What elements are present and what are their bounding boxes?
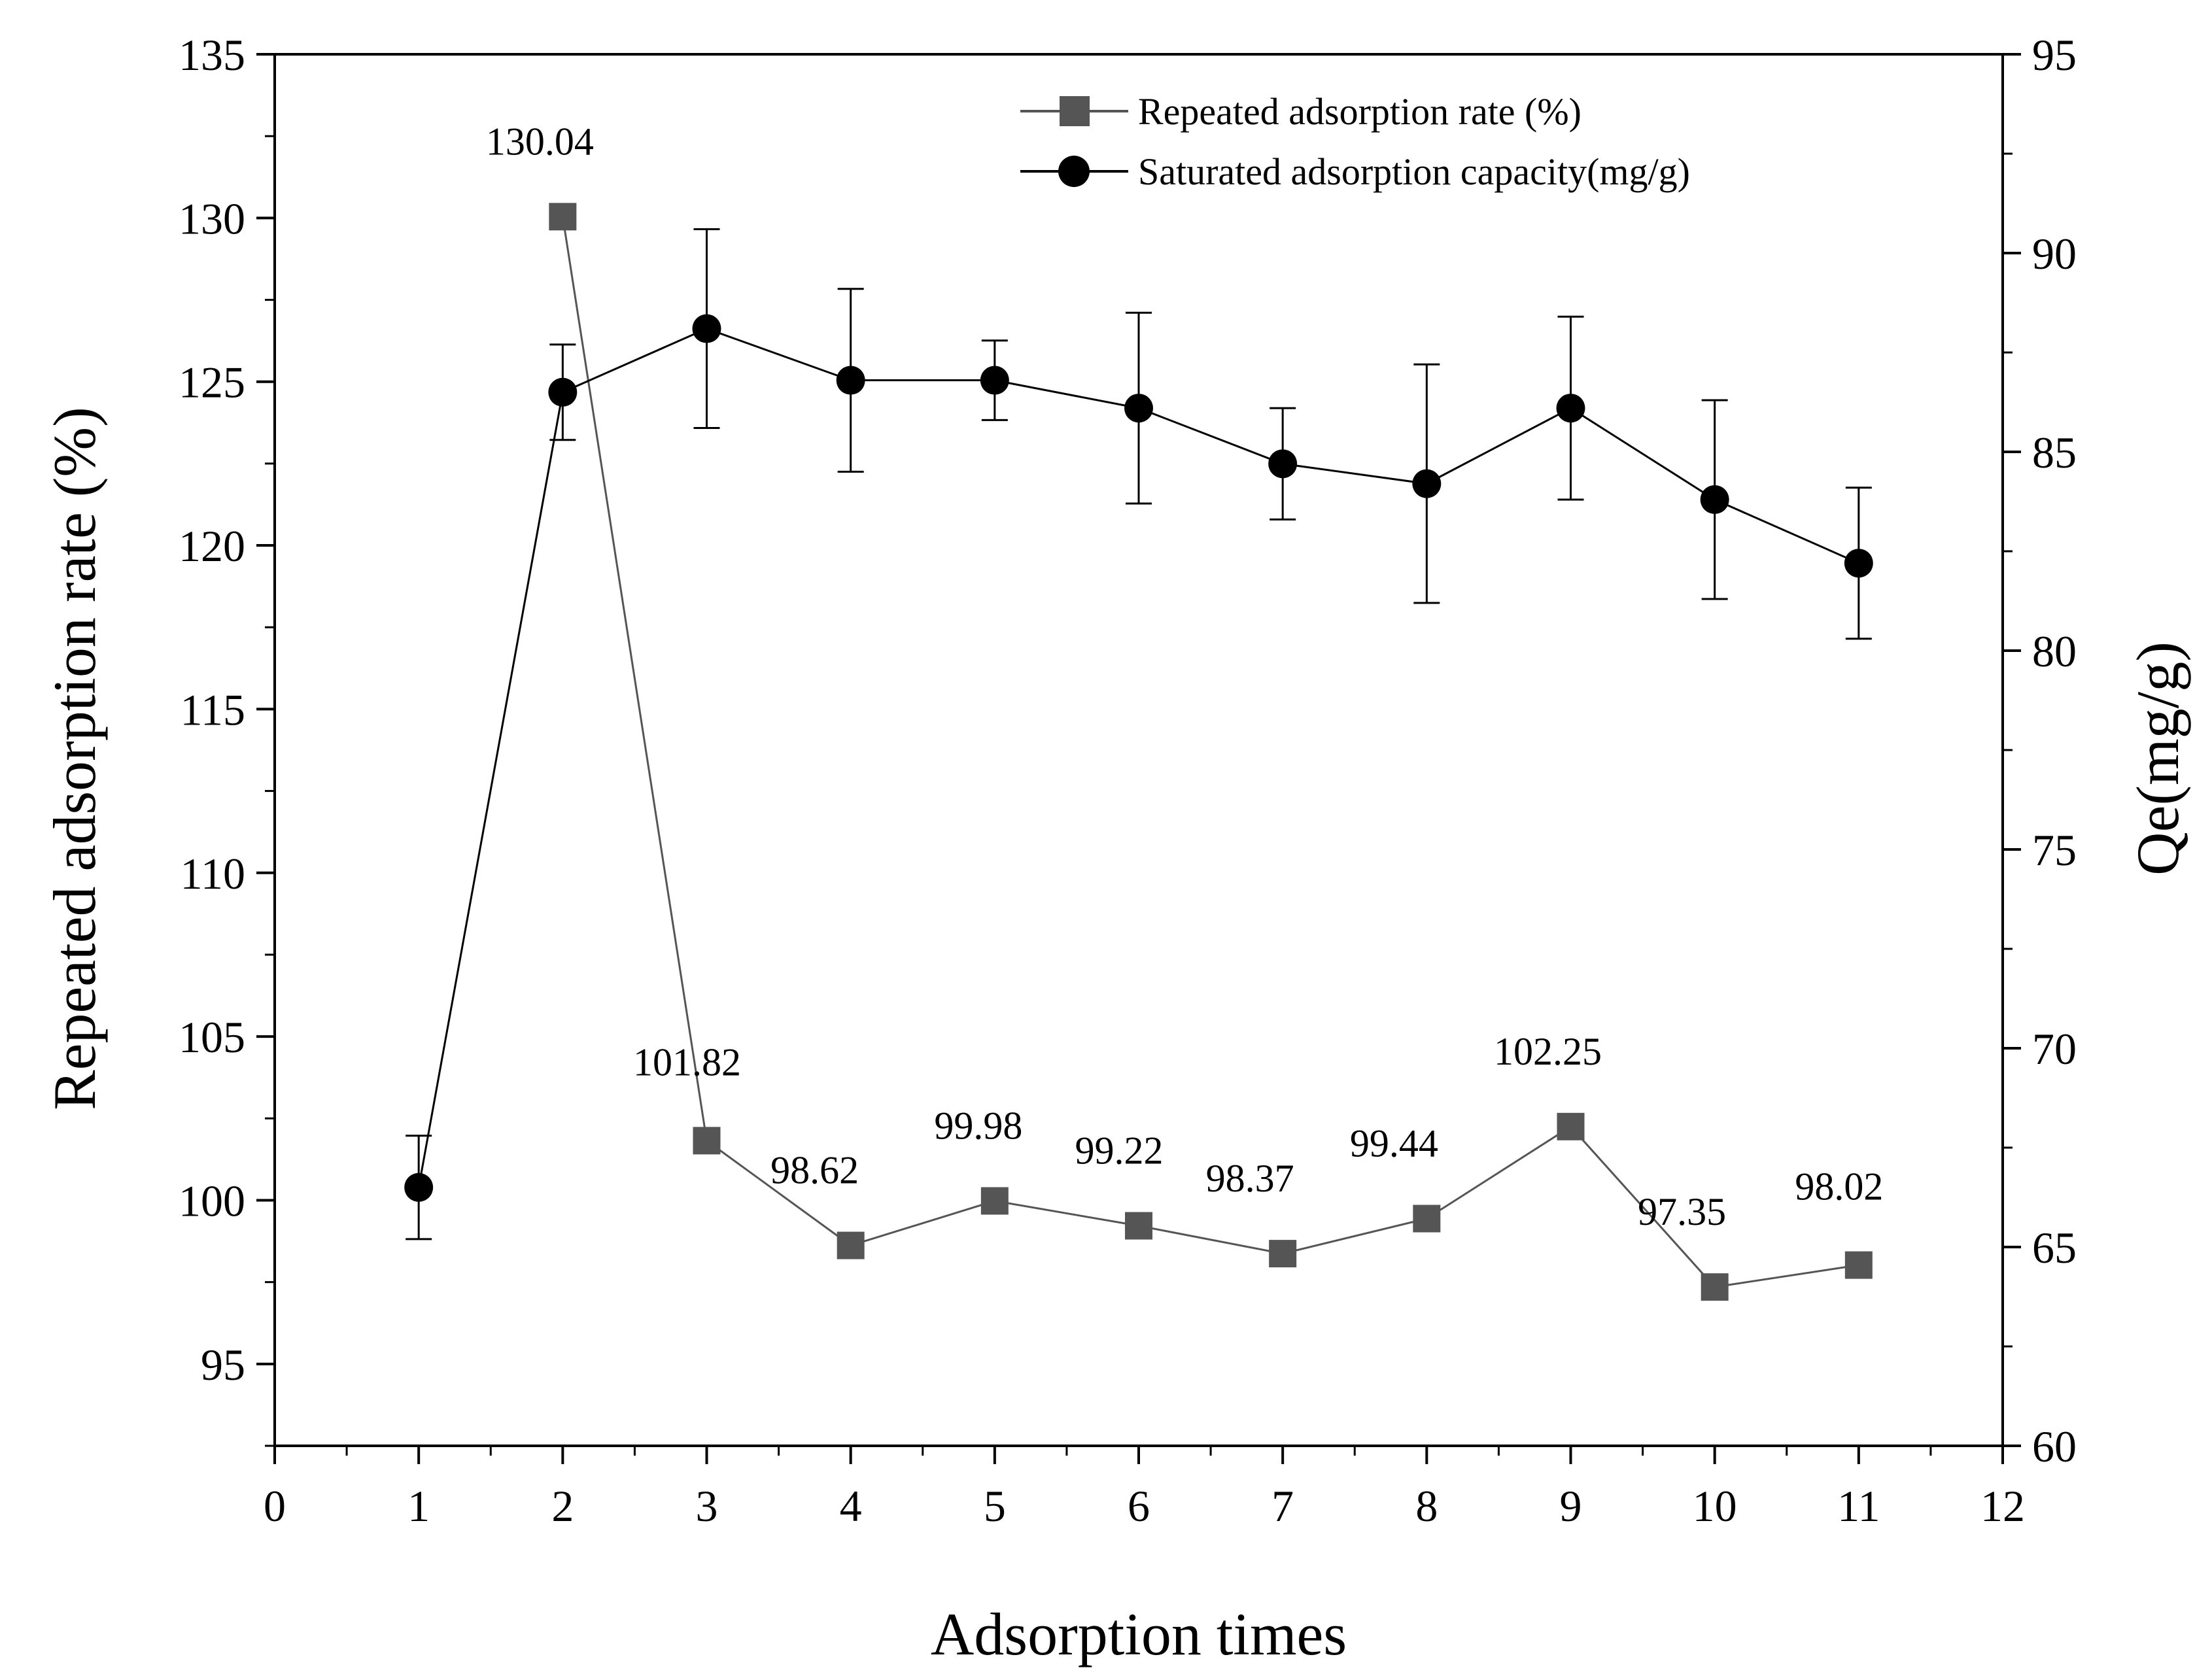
- rate-data-label: 98.37: [1206, 1157, 1294, 1200]
- x-tick-label: 8: [1415, 1481, 1438, 1531]
- rate-data-label: 101.82: [633, 1040, 741, 1084]
- data-labels: 130.04 101.82 98.62 99.98 99.22 98.37 99.44 102…: [486, 120, 1883, 1233]
- rate-point: [549, 203, 577, 231]
- x-axis: 0 1 2 3 4 5 6 7 8 9 10 11 12: [264, 1446, 2025, 1531]
- right-y-tick-label: 60: [2032, 1422, 2077, 1471]
- left-y-tick-label: 115: [181, 685, 245, 734]
- capacity-point: [980, 366, 1009, 395]
- left-y-tick-label: 125: [179, 358, 245, 407]
- rate-point: [1125, 1212, 1152, 1240]
- capacity-point: [836, 366, 865, 395]
- right-y-tick-label: 65: [2032, 1223, 2077, 1273]
- legend-marker-square: [1060, 96, 1090, 126]
- series-saturated-adsorption-capacity: [404, 228, 1873, 1240]
- capacity-point: [1124, 394, 1153, 423]
- capacity-point: [1556, 394, 1585, 423]
- x-tick-label: 12: [1980, 1481, 2025, 1531]
- right-y-tick-label: 85: [2032, 428, 2077, 477]
- x-tick-label: 5: [984, 1481, 1006, 1531]
- rate-point: [980, 1187, 1009, 1215]
- rate-data-label: 98.02: [1795, 1165, 1883, 1208]
- rate-data-label: 99.22: [1075, 1129, 1164, 1172]
- rate-point: [1269, 1240, 1297, 1268]
- legend: Repeated adsorption rate (%) Saturated a…: [1020, 90, 1690, 193]
- right-y-axis: 60 65 70 75 80 85 90 95: [2003, 30, 2077, 1471]
- left-y-tick-label: 130: [179, 194, 245, 243]
- x-tick-label: 0: [264, 1481, 286, 1531]
- rate-point: [837, 1231, 865, 1259]
- x-tick-label: 3: [696, 1481, 718, 1531]
- legend-marker-circle: [1058, 156, 1090, 187]
- capacity-point: [1844, 549, 1873, 578]
- rate-data-label: 130.04: [486, 120, 594, 163]
- left-y-tick-label: 120: [179, 521, 245, 571]
- x-tick-label: 4: [840, 1481, 862, 1531]
- series-repeated-adsorption-rate: [549, 203, 1873, 1301]
- rate-data-label: 99.44: [1350, 1122, 1438, 1165]
- rate-point: [693, 1127, 721, 1155]
- rate-point: [1557, 1112, 1585, 1140]
- left-y-tick-label: 100: [179, 1176, 245, 1225]
- capacity-point: [1268, 449, 1298, 479]
- x-tick-label: 11: [1837, 1481, 1880, 1531]
- rate-point: [1701, 1273, 1729, 1301]
- rate-data-label: 99.98: [934, 1104, 1022, 1147]
- rate-data-label: 98.62: [770, 1149, 859, 1192]
- rate-line: [561, 216, 1859, 1288]
- x-tick-label: 6: [1128, 1481, 1150, 1531]
- right-y-tick-label: 80: [2032, 626, 2077, 676]
- legend-label-capacity: Saturated adsorption capacity(mg/g): [1138, 150, 1690, 193]
- x-tick-label: 9: [1560, 1481, 1582, 1531]
- right-y-tick-label: 75: [2032, 825, 2077, 875]
- left-y-tick-label: 135: [179, 30, 245, 80]
- capacity-point: [692, 314, 721, 343]
- right-y-axis-title: Qe(mg/g): [2124, 641, 2191, 876]
- left-y-tick-label: 105: [179, 1012, 245, 1062]
- rate-point: [1844, 1251, 1873, 1279]
- capacity-point: [548, 377, 578, 407]
- right-y-tick-label: 95: [2032, 30, 2077, 80]
- rate-data-label: 102.25: [1494, 1030, 1602, 1073]
- rate-data-label: 97.35: [1638, 1190, 1726, 1233]
- left-y-axis-title: Repeated adsorption rate (%): [41, 407, 108, 1110]
- legend-label-rate: Repeated adsorption rate (%): [1138, 90, 1581, 133]
- x-tick-label: 10: [1693, 1481, 1737, 1531]
- left-y-tick-label: 110: [181, 849, 245, 898]
- capacity-point: [1700, 485, 1729, 514]
- right-y-tick-label: 90: [2032, 229, 2077, 279]
- right-y-tick-label: 70: [2032, 1024, 2077, 1074]
- left-y-tick-label: 95: [201, 1340, 245, 1390]
- x-tick-label: 1: [407, 1481, 430, 1531]
- capacity-point: [1412, 469, 1442, 498]
- x-axis-title: Adsorption times: [931, 1601, 1347, 1667]
- rate-point: [1413, 1205, 1441, 1233]
- x-tick-label: 7: [1271, 1481, 1294, 1531]
- left-y-axis: 95 100 105 110 115 120 125 130 135: [179, 30, 275, 1447]
- capacity-point: [404, 1172, 434, 1202]
- x-tick-label: 2: [551, 1481, 574, 1531]
